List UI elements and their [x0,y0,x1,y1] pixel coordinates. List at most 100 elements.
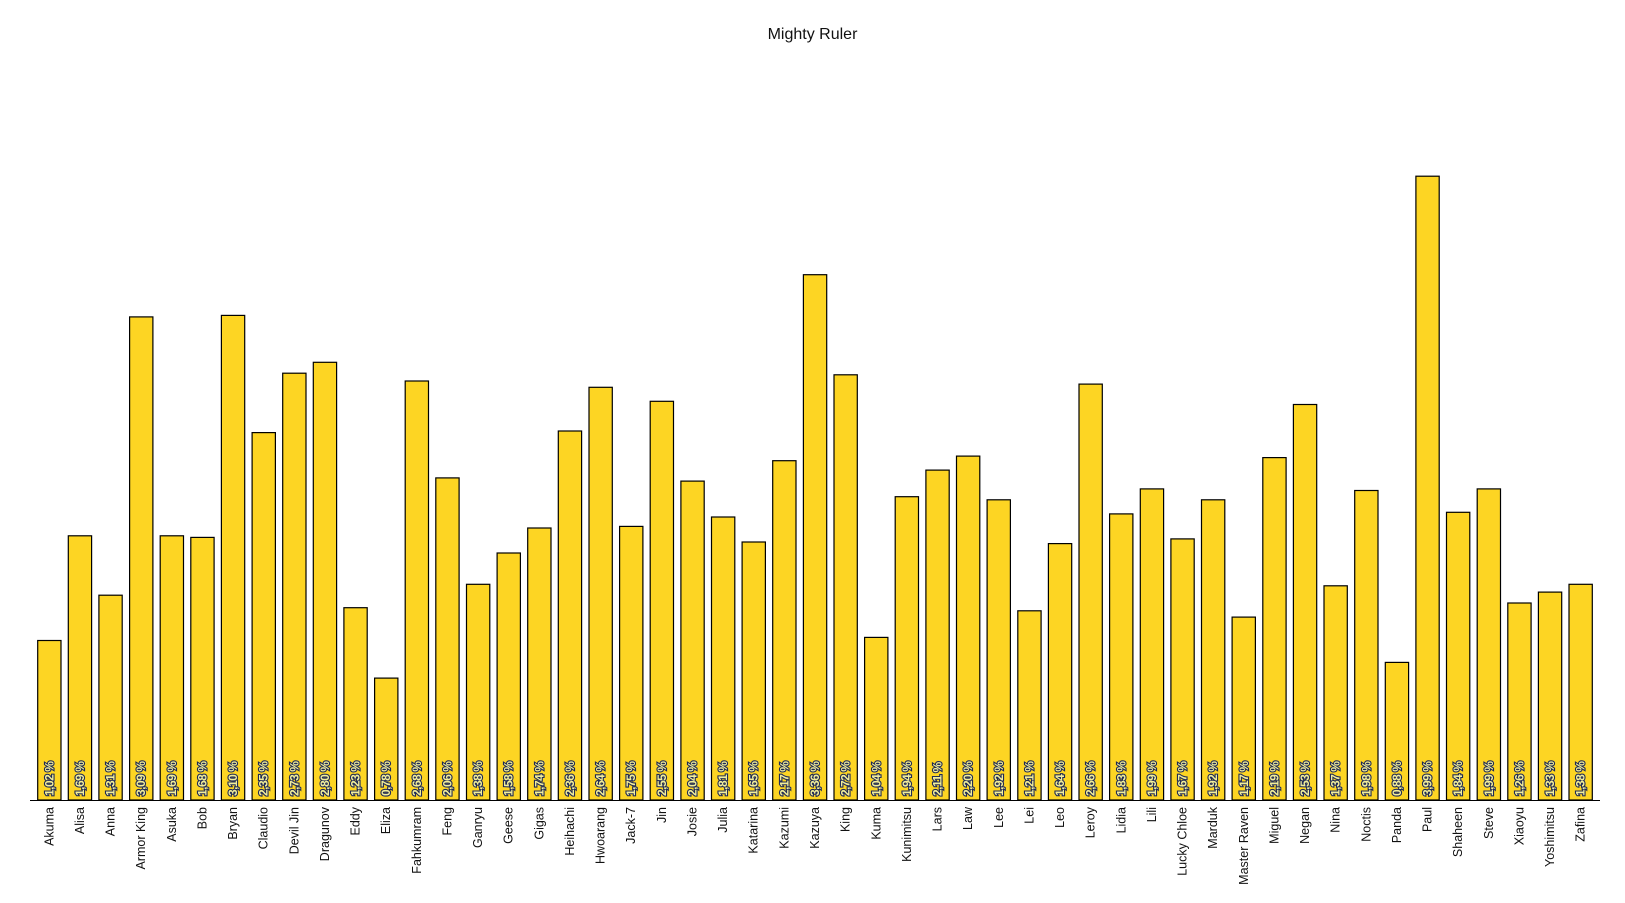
data-label: 3,09 % [134,761,148,796]
data-label: 1,99 % [1482,761,1496,796]
data-label: 2,72 % [839,761,853,796]
data-label: 2,04 % [686,761,700,796]
category-label: Leo [1053,807,1067,828]
category-label: Kazuya [808,807,822,849]
category-label: Feng [441,807,455,836]
category-label: Shaheen [1451,807,1465,857]
bars-group [37,175,1593,801]
bar-kazumi [772,460,797,801]
bar-julia [710,516,736,801]
data-label: 1,83 % [1114,761,1128,796]
data-label: 3,10 % [226,761,240,796]
category-label: Geese [502,807,516,844]
data-label: 1,31 % [104,761,118,796]
data-label: 1,02 % [42,761,56,796]
data-label: 1,81 % [716,761,730,796]
category-label: Marduk [1206,806,1220,848]
data-label: 1,21 % [1022,761,1036,796]
data-label: 2,35 % [257,761,271,796]
data-label: 2,55 % [655,761,669,796]
category-label: Kazumi [777,807,791,849]
data-label: 1,75 % [624,761,638,796]
data-label: 1,58 % [502,761,516,796]
category-label: Negan [1298,807,1312,844]
category-label: Alisa [73,807,87,834]
data-label: 1,04 % [869,761,883,796]
data-label: 2,66 % [1084,761,1098,796]
data-label: 1,65 % [747,761,761,796]
data-labels-group: 1,02 % 1,69 % 1,31 % 3,09 % 1,69 % 1,68 % 3,10… [41,760,1589,797]
category-label: Miguel [1267,807,1281,844]
category-label: Master Raven [1237,807,1251,885]
chart-title: Mighty Ruler [767,26,858,43]
category-label: Bryan [226,807,240,840]
bar-bob [190,536,215,801]
category-labels-group: Akuma Alisa Anna Armor King Asuka Bob Bryan Cla… [42,806,1587,885]
bar-armor-king [129,316,154,801]
data-label: 2,17 % [777,761,791,796]
bar-leo [1047,542,1073,801]
bar-lei [1017,610,1042,801]
data-label: 2,68 % [410,761,424,796]
category-label: Lei [1022,807,1036,824]
category-label: Eliza [379,807,393,834]
category-label: Anna [104,807,118,836]
category-label: Gigas [532,807,546,840]
data-label: 1,26 % [1512,761,1526,796]
category-label: Ganryu [471,807,485,848]
category-label: Kuma [869,807,883,840]
data-label: 1,92 % [1206,761,1220,796]
bar-ganryu [465,583,491,801]
category-label: Josie [686,807,700,836]
bar-geese [496,552,522,801]
bar-lee [986,499,1011,801]
data-label: 1,92 % [992,761,1006,796]
bar-feng [435,477,460,801]
data-label: 2,80 % [318,761,332,796]
bar-miguel [1262,457,1287,801]
data-label: 1,69 % [73,761,87,796]
category-label: Dragunov [318,806,332,861]
bar-akuma [37,639,62,801]
bar-jack-7 [618,525,644,801]
data-label: 1,74 % [532,761,546,796]
category-label: Jin [655,807,669,823]
bar-kunimitsu [894,496,920,801]
data-label: 2,06 % [441,761,455,796]
category-label: Panda [1390,807,1404,843]
category-label: Heihachi [563,807,577,856]
bar-claudio [251,432,277,801]
bar-lars [925,469,950,801]
category-label: Nina [1329,807,1343,833]
bar-alisa [67,535,93,801]
category-label: Katarina [747,807,761,854]
category-label: Zafina [1574,807,1588,842]
category-label: Armor King [134,807,148,870]
bar-gigas [527,527,552,801]
data-label: 1,37 % [1329,761,1343,796]
bar-eddy [343,607,368,801]
bar-lucky-chloe [1170,538,1195,801]
data-label: 1,64 % [1053,761,1067,796]
category-label: Steve [1482,807,1496,839]
bar-kazuya [802,274,828,801]
category-label: Lidia [1114,807,1128,833]
data-label: 1,67 % [1176,761,1190,796]
data-label: 1,23 % [349,761,363,796]
category-label: Lee [992,807,1006,828]
data-label: 1,38 % [471,761,485,796]
category-label: Lucky Chloe [1176,807,1190,876]
data-label: 2,73 % [287,761,301,796]
bar-heihachi [557,430,583,801]
bar-jin [649,400,675,801]
bar-eliza [374,677,399,801]
bar-panda [1384,661,1410,801]
data-label: 3,99 % [1421,761,1435,796]
bar-asuka [159,535,185,801]
bar-king [833,374,858,801]
category-label: Eddy [349,806,363,835]
data-label: 1,94 % [900,761,914,796]
data-label: 1,17 % [1237,761,1251,796]
category-label: Devil Jin [287,807,301,854]
